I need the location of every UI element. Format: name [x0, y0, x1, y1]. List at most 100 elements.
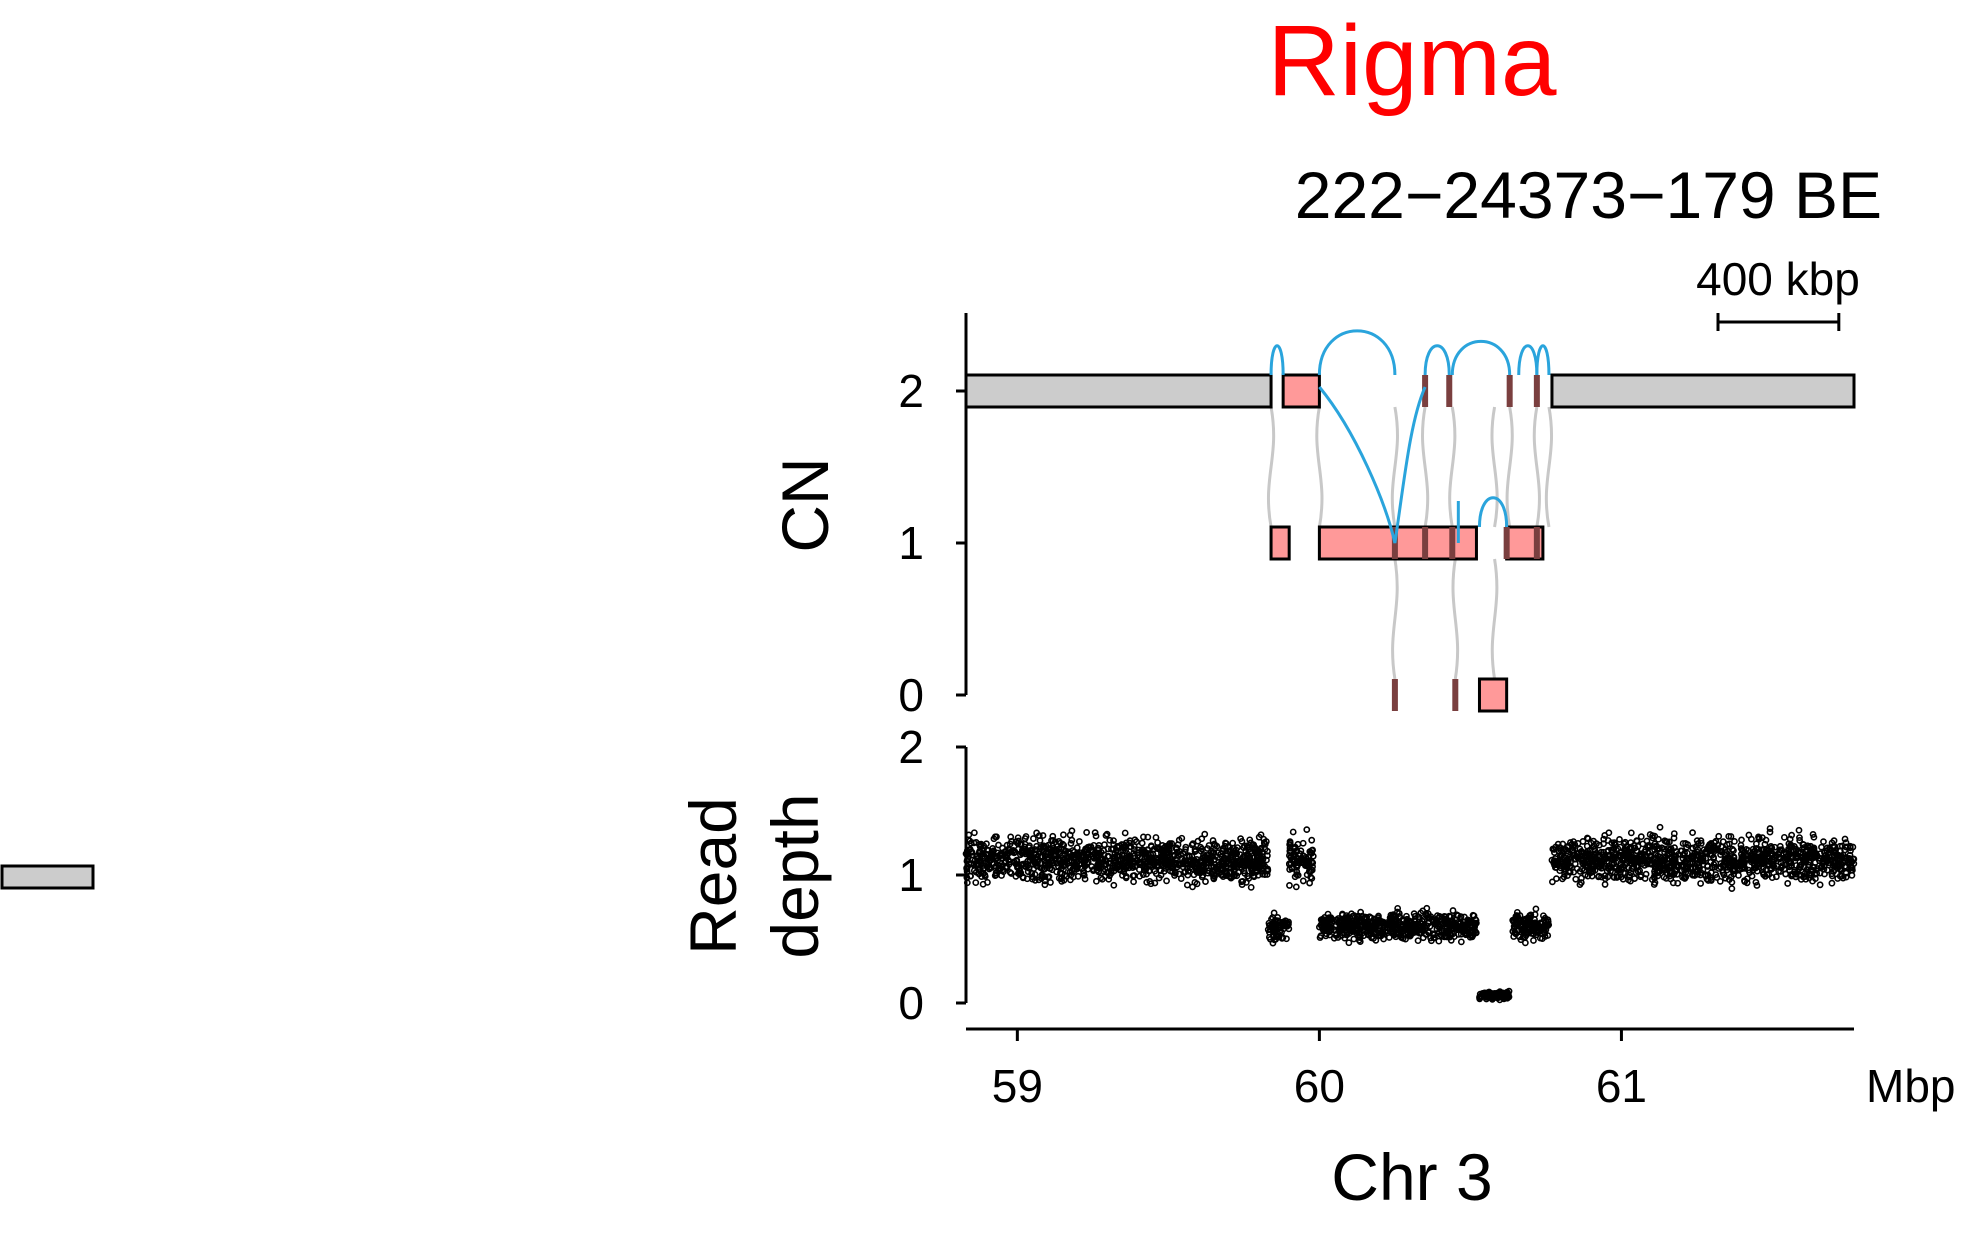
read-depth-point: [1037, 853, 1045, 861]
read-depth-point: [1510, 933, 1518, 940]
read-depth-point: [1463, 920, 1471, 928]
read-depth-point: [1243, 842, 1251, 850]
read-depth-point: [965, 831, 973, 839]
read-depth-point: [1703, 875, 1711, 883]
read-depth-point: [1637, 871, 1645, 879]
read-depth-point: [1699, 854, 1707, 862]
read-depth-point: [1116, 860, 1123, 868]
read-depth-point: [1051, 852, 1058, 860]
read-depth-point: [1403, 916, 1411, 924]
read-depth-point: [1299, 855, 1307, 863]
read-depth-point: [1656, 823, 1664, 831]
read-depth-point: [1042, 842, 1050, 850]
read-depth-point: [1530, 937, 1537, 944]
read-depth-point: [1051, 838, 1059, 846]
read-depth-point: [1147, 856, 1155, 864]
cn-breakpoint: [1449, 527, 1456, 559]
read-depth-point: [1435, 937, 1443, 945]
read-depth-point: [1032, 859, 1040, 867]
read-depth-point: [1617, 862, 1624, 869]
read-depth-point: [1719, 869, 1727, 876]
x-ticks: 59 60 61: [992, 1029, 1647, 1112]
cn-segment: [1269, 525, 1291, 561]
read-depth-point: [1020, 847, 1028, 855]
read-depth-point: [1423, 922, 1431, 930]
read-depth-point: [1316, 934, 1324, 941]
read-depth-point: [1372, 928, 1380, 936]
read-depth-point: [1597, 848, 1605, 856]
read-depth-point: [1019, 873, 1027, 881]
read-depth-point: [1719, 861, 1727, 869]
read-depth-point: [1457, 938, 1465, 946]
read-depth-point: [1556, 867, 1564, 875]
read-depth-point: [1715, 865, 1723, 872]
read-depth-point: [1538, 929, 1545, 937]
x-axis-title: Chr 3: [1331, 1140, 1492, 1214]
cn-connector: [1390, 406, 1399, 528]
read-depth-point: [1318, 915, 1326, 923]
read-depth-point: [1270, 925, 1278, 932]
read-depth-point: [1289, 828, 1297, 836]
read-depth-point: [1018, 861, 1026, 868]
read-depth-point: [1280, 919, 1288, 927]
read-depth-point: [1098, 875, 1106, 883]
cn-segment: [1281, 373, 1321, 409]
read-depth-point: [1792, 845, 1800, 853]
read-depth-point: [1755, 835, 1763, 843]
read-depth-point: [1231, 862, 1238, 869]
read-depth-point: [1371, 924, 1379, 932]
read-depth-point: [1045, 859, 1053, 866]
read-depth-point: [1713, 874, 1721, 881]
read-depth-point: [1188, 841, 1196, 849]
read-depth-point: [1738, 836, 1745, 844]
read-depth-point: [1160, 867, 1168, 875]
read-depth-point: [1848, 871, 1856, 879]
read-depth-point: [1639, 854, 1647, 862]
read-depth-point: [1241, 854, 1249, 862]
read-depth-point: [1694, 846, 1702, 853]
read-depth-panel: Read depth 0 1 2: [676, 721, 1858, 1029]
read-depth-point: [1342, 923, 1350, 931]
read-depth-point: [1608, 846, 1615, 854]
read-depth-point: [1818, 843, 1825, 851]
read-depth-point: [1016, 866, 1024, 874]
read-depth-point: [1561, 870, 1569, 878]
read-depth-point: [1106, 836, 1114, 844]
read-depth-point: [1699, 866, 1707, 873]
read-depth-point: [1050, 851, 1057, 859]
read-depth-point: [1159, 842, 1166, 849]
read-depth-point: [1201, 830, 1209, 838]
read-depth-point: [1161, 857, 1169, 865]
read-depth-point: [1579, 859, 1587, 867]
read-depth-point: [982, 850, 990, 858]
read-depth-point: [1164, 863, 1172, 871]
cn-tick-label: 0: [898, 669, 924, 721]
read-depth-point: [1286, 841, 1294, 849]
read-depth-point: [1786, 858, 1794, 865]
read-depth-point: [1619, 875, 1627, 883]
read-depth-point: [1246, 836, 1254, 844]
read-depth-point: [1598, 873, 1605, 881]
read-depth-point: [1199, 854, 1207, 862]
read-depth-point: [1414, 937, 1422, 945]
read-depth-point: [1583, 853, 1591, 861]
read-depth-point: [1162, 843, 1169, 850]
read-depth-point: [1436, 918, 1444, 926]
read-depth-point: [1292, 883, 1300, 891]
read-depth-point: [1500, 995, 1508, 1003]
read-depth-point: [1689, 871, 1697, 879]
read-depth-point: [1823, 844, 1831, 852]
read-depth-point: [1572, 875, 1580, 883]
read-depth-point: [1582, 861, 1590, 869]
read-depth-point: [1191, 878, 1199, 886]
read-depth-point: [1053, 868, 1061, 876]
read-depth-point: [1828, 879, 1836, 887]
read-depth-point: [1751, 864, 1759, 872]
read-depth-point: [1200, 862, 1208, 870]
cn-tick-label: 1: [898, 517, 924, 569]
read-depth-point: [1215, 863, 1223, 871]
read-depth-point: [1767, 864, 1775, 872]
read-depth-point: [1092, 877, 1100, 885]
read-depth-point: [1041, 881, 1049, 889]
read-depth-point: [1303, 826, 1311, 834]
